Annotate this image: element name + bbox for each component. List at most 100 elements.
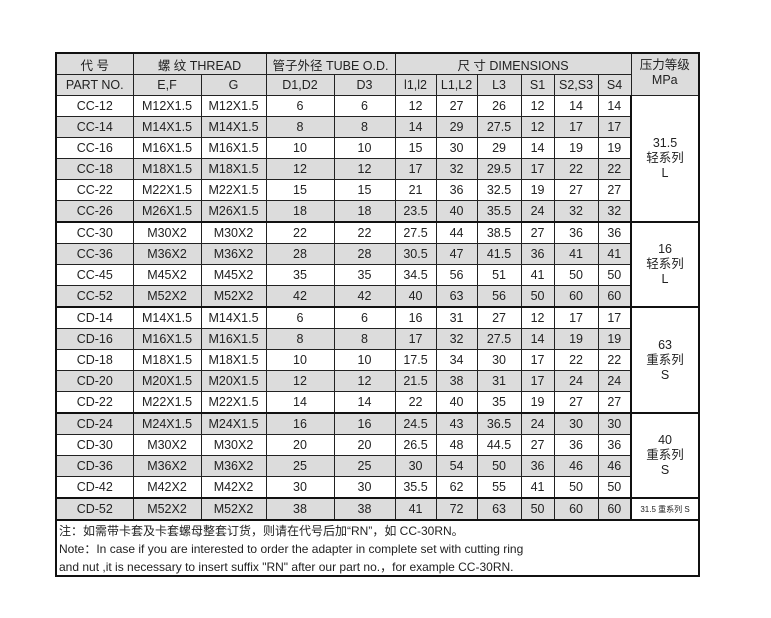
value-cell: 22	[597, 349, 632, 371]
value-cell: 19	[520, 179, 555, 201]
value-cell: 8	[333, 116, 396, 138]
value-cell: M16X1.5	[132, 137, 202, 159]
table-row: CD-14 M14X1.5 M14X1.5 6 6 16 31 27 12 17 17 63 重系列 S	[55, 306, 700, 414]
value-cell: 62	[435, 476, 478, 499]
part-no-cell: CD-16	[55, 328, 134, 350]
table-row: CC-22 M22X1.5 M22X1.5 15 15 21 36 32.5 19 27 27	[55, 179, 699, 201]
value-cell: 18	[265, 200, 335, 223]
value-cell: 50	[597, 264, 632, 286]
header-pressure: 压力等级 MPa	[630, 52, 700, 96]
value-cell: 12	[520, 306, 555, 329]
header-part-no: PART NO.	[55, 74, 134, 96]
value-cell: 19	[553, 328, 599, 350]
value-cell: 41	[394, 497, 437, 521]
value-cell: M24X1.5	[132, 412, 202, 435]
value-cell: 36	[597, 434, 632, 456]
value-cell: 14	[333, 391, 396, 414]
table-row: CD-52 M52X2 M52X2 38 38 41 72 63 50 60 60 31.5 重系列 …	[55, 497, 700, 521]
header-d3: D3	[333, 74, 396, 96]
value-cell: 63	[435, 285, 478, 308]
value-cell: 27.5	[476, 328, 522, 350]
table-row: CD-24 M24X1.5 M24X1.5 16 16 24.5 43 36.5 24 30 30 4…	[55, 412, 700, 499]
value-cell: M20X1.5	[132, 370, 202, 392]
pressure-class-line: 16	[658, 242, 672, 256]
table-row: CD-16 M16X1.5 M16X1.5 8 8 17 32 27.5 14 19 19	[55, 328, 699, 350]
value-cell: 29	[476, 137, 522, 159]
value-cell: 41	[597, 243, 632, 265]
part-no-cell: CC-52	[55, 285, 134, 308]
value-cell: M45X2	[132, 264, 202, 286]
value-cell: 19	[520, 391, 555, 414]
value-cell: 36	[520, 243, 555, 265]
value-cell: 8	[265, 116, 335, 138]
value-cell: 32	[435, 158, 478, 180]
value-cell: 27	[520, 434, 555, 456]
value-cell: 44	[435, 221, 478, 244]
value-cell: 16	[394, 306, 437, 329]
value-cell: 36.5	[476, 412, 522, 435]
pressure-class-line: 重系列	[646, 448, 684, 462]
value-cell: M30X2	[132, 434, 202, 456]
value-cell: 16	[265, 412, 335, 435]
table-row: CC-36 M36X2 M36X2 28 28 30.5 47 41.5 36 41 41	[55, 243, 699, 265]
value-cell: 38	[435, 370, 478, 392]
value-cell: 26.5	[394, 434, 437, 456]
part-no-cell: CD-42	[55, 476, 134, 499]
value-cell: 27	[597, 391, 632, 414]
value-cell: 24	[520, 200, 555, 223]
note-cn: 注：如需带卡套及卡套螺母整套订货，则请在代号后加“RN”，如 CC-30RN。	[56, 519, 700, 539]
value-cell: M52X2	[200, 285, 267, 308]
value-cell: 47	[435, 243, 478, 265]
value-cell: 42	[265, 285, 335, 308]
value-cell: 56	[476, 285, 522, 308]
header-S2S3: S2,S3	[553, 74, 599, 96]
value-cell: 51	[476, 264, 522, 286]
value-cell: 60	[597, 497, 632, 521]
pressure-class-line: 31.5	[652, 136, 678, 150]
value-cell: 10	[265, 137, 335, 159]
value-cell: 27	[476, 306, 522, 329]
value-cell: 17.5	[394, 349, 437, 371]
pressure-class-cell: 16 轻系列 L	[630, 221, 700, 308]
table-row: CD-30 M30X2 M30X2 20 20 26.5 48 44.5 27 36 36	[55, 434, 699, 456]
value-cell: 15	[333, 179, 396, 201]
value-cell: M12X1.5	[132, 95, 202, 117]
value-cell: 25	[265, 455, 335, 477]
part-no-cell: CD-52	[55, 497, 134, 521]
value-cell: 24	[553, 370, 599, 392]
note-en-2: and nut ,it is necessary to insert suffi…	[59, 559, 514, 574]
pressure-class-line: 40	[658, 433, 672, 447]
value-cell: 31	[476, 370, 522, 392]
value-cell: 36	[553, 434, 599, 456]
value-cell: 27.5	[394, 221, 437, 244]
value-cell: 12	[520, 95, 555, 117]
value-cell: 10	[265, 349, 335, 371]
table-row: CC-16 M16X1.5 M16X1.5 10 10 15 30 29 14 19 19	[55, 137, 699, 159]
value-cell: 60	[553, 497, 599, 521]
value-cell: 15	[265, 179, 335, 201]
value-cell: 60	[553, 285, 599, 308]
value-cell: 17	[520, 158, 555, 180]
value-cell: 34.5	[394, 264, 437, 286]
value-cell: 14	[520, 328, 555, 350]
header-L3: L3	[476, 74, 522, 96]
value-cell: 60	[597, 285, 632, 308]
value-cell: M14X1.5	[132, 116, 202, 138]
value-cell: 21	[394, 179, 437, 201]
part-no-cell: CC-18	[55, 158, 134, 180]
value-cell: 28	[333, 243, 396, 265]
pressure-class-line: 63	[658, 337, 672, 352]
value-cell: 14	[553, 95, 599, 117]
value-cell: 12	[394, 95, 437, 117]
value-cell: 30	[435, 137, 478, 159]
value-cell: M42X2	[132, 476, 202, 499]
value-cell: 19	[597, 328, 632, 350]
value-cell: 50	[520, 285, 555, 308]
table-row: CD-22 M22X1.5 M22X1.5 14 14 22 40 35 19 27 27	[55, 391, 699, 414]
value-cell: 19	[553, 137, 599, 159]
value-cell: 22	[553, 158, 599, 180]
part-no-cell: CC-30	[55, 221, 134, 244]
pressure-class-cell: 63 重系列 S	[630, 306, 700, 414]
value-cell: 27	[520, 221, 555, 244]
header-S1: S1	[520, 74, 555, 96]
